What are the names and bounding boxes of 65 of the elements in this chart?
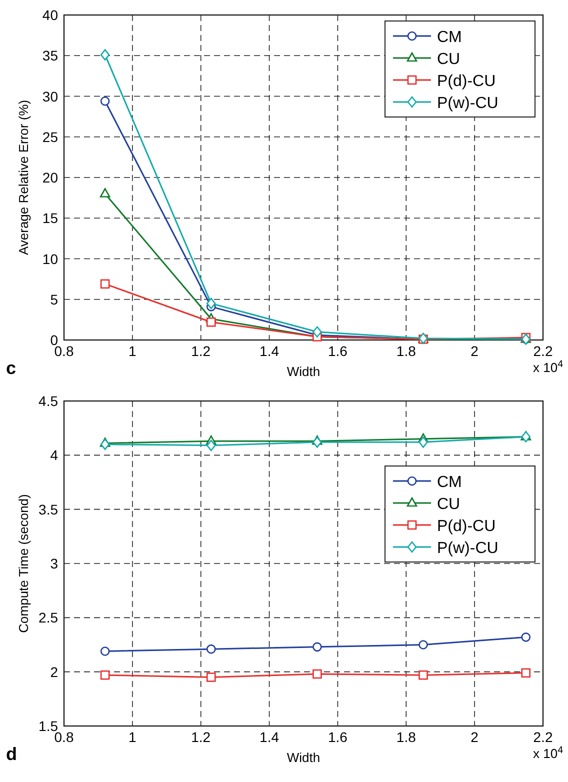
x-tick-label: 1.4 <box>260 729 280 745</box>
x-tick-label: 1.2 <box>191 343 211 359</box>
point <box>100 646 110 656</box>
legend-label: CM <box>437 29 462 46</box>
y-tick-label: 4 <box>50 447 58 464</box>
y-tick-label: 3.5 <box>38 501 58 518</box>
x-tick-label: 1 <box>128 343 137 359</box>
x-tick-label: 2.2 <box>533 729 553 745</box>
x-axis-title: Width <box>286 364 320 379</box>
point <box>206 672 216 682</box>
x-tick-label: 1.2 <box>191 729 211 745</box>
point <box>521 668 531 678</box>
point <box>418 436 428 448</box>
y-tick-label: 15 <box>42 210 58 226</box>
text: c <box>6 358 16 378</box>
y-tick-label: 40 <box>42 7 58 23</box>
y-tick-label: 2 <box>50 664 58 680</box>
y-tick-label: 30 <box>42 88 58 104</box>
x-tick-label: 1.8 <box>396 343 416 359</box>
x-tick-label: 1.6 <box>328 729 348 745</box>
y-tick-label: 35 <box>42 48 58 64</box>
x-tick-label: 2.2 <box>533 343 553 359</box>
point <box>206 317 216 327</box>
y-tick-label: 5 <box>50 291 58 308</box>
point <box>312 669 322 679</box>
text: x 10$^{4}$ <box>532 744 564 761</box>
point <box>100 49 110 60</box>
y-tick-label: 10 <box>42 250 58 267</box>
y-tick-label: 4.5 <box>38 393 58 409</box>
point <box>418 640 428 650</box>
legend-label: CU <box>437 51 460 68</box>
x-tick-label: 1.4 <box>260 343 280 359</box>
x-tick-label: 1 <box>128 729 137 745</box>
point <box>100 188 110 198</box>
legend-label: P(d)-CU <box>437 518 496 535</box>
legend-label: P(w)-CU <box>437 540 498 557</box>
point <box>312 642 322 652</box>
text: d <box>6 744 17 764</box>
y-tick-label: 20 <box>42 170 58 186</box>
y-tick-label: 3 <box>50 556 58 572</box>
legend-label: P(w)-CU <box>437 95 498 112</box>
y-tick-label: 2.5 <box>38 610 58 626</box>
y-axis-title: Compute Time (second) <box>16 494 31 633</box>
point <box>312 436 322 448</box>
x-axis-title: Width <box>286 750 320 765</box>
point <box>100 96 110 106</box>
x-tick-label: 1.6 <box>328 343 348 359</box>
y-tick-label: 25 <box>42 128 58 145</box>
point <box>418 670 428 680</box>
point <box>521 632 531 642</box>
point <box>100 279 110 289</box>
point <box>100 670 110 680</box>
legend-label: CM <box>437 474 462 491</box>
point <box>100 438 110 450</box>
y-axis-title: Average Relative Error (%) <box>16 100 31 256</box>
x-tick-label: 1.8 <box>396 729 416 745</box>
legend-label: P(d)-CU <box>437 73 496 90</box>
point <box>312 326 322 338</box>
point <box>206 298 216 310</box>
point <box>206 644 216 654</box>
point <box>206 440 216 452</box>
text: x 10$^{4}$ <box>532 358 564 375</box>
x-tick-label: 2 <box>470 343 479 359</box>
legend-label: CU <box>437 496 460 513</box>
x-tick-label: 2 <box>470 729 479 745</box>
